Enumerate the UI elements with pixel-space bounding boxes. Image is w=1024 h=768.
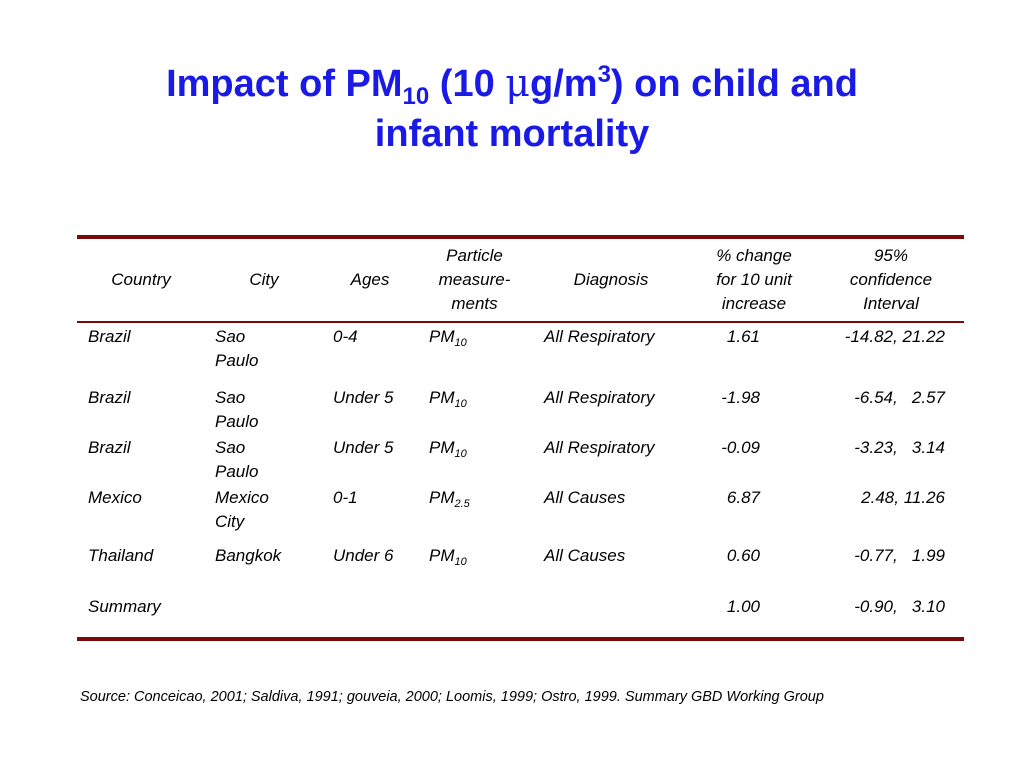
header-line: ments [451, 294, 498, 313]
cell-country: Mexico [88, 488, 142, 507]
particle-size-subscript: 10 [454, 556, 467, 568]
header-confidence-interval: 95% confidence Interval [818, 240, 964, 320]
header-diagnosis: Diagnosis [532, 240, 690, 320]
cell-particle: PM10 [429, 325, 467, 349]
title-subscript: 10 [402, 83, 430, 110]
cell-city: Sao Paulo [215, 438, 259, 481]
table-header-rule [77, 321, 964, 323]
cell-ci: -6.54, 2.57 [854, 388, 945, 407]
title-line-2: infant mortality [374, 113, 650, 155]
slide-title: Impact of PM10 (10 μg/m3) on child and i… [0, 58, 1024, 159]
table-bottom-rule [77, 637, 964, 641]
header-line: Country [111, 270, 171, 289]
header-line: measure- [438, 270, 511, 289]
cell-ages: Under 6 [333, 546, 394, 565]
cell-particle: PM10 [429, 436, 467, 460]
cell-change: -1.98 [721, 388, 760, 407]
table-top-rule [77, 235, 964, 239]
cell-city: Sao Paulo [215, 388, 259, 431]
header-city: City [205, 240, 323, 320]
header-ages: Ages [323, 240, 417, 320]
cell-country: Brazil [88, 438, 131, 457]
cell-change: 6.87 [726, 488, 760, 507]
source-note: Source: Conceicao, 2001; Saldiva, 1991; … [80, 689, 824, 705]
header-country: Country [77, 240, 205, 320]
title-text: g/m [530, 63, 598, 105]
header-line: 95% [873, 246, 908, 265]
particle-size-subscript: 10 [454, 337, 467, 349]
cell-diagnosis: All Respiratory [544, 327, 655, 346]
cell-country: Thailand [88, 546, 154, 565]
header-particle-measurements: Particle measure-ments [417, 240, 532, 320]
cell-diagnosis: All Causes [544, 546, 626, 565]
cell-change: 1.61 [726, 327, 760, 346]
particle-label: PM [429, 546, 455, 565]
cell-change: 1.00 [726, 597, 760, 616]
cell-particle: PM2.5 [429, 486, 470, 510]
cell-ages: Under 5 [333, 388, 394, 407]
header-line: Interval [863, 294, 919, 313]
header-line: Diagnosis [573, 270, 649, 289]
particle-label: PM [429, 488, 455, 507]
cell-particle: PM10 [429, 386, 467, 410]
header-line: Particle [446, 246, 503, 265]
cell-city: Mexico City [215, 488, 269, 531]
particle-label: PM [429, 327, 455, 346]
header-line: % change [716, 246, 792, 265]
mu-symbol: μ [505, 61, 530, 105]
cell-city: Bangkok [215, 546, 282, 565]
cell-ci: -3.23, 3.14 [854, 438, 945, 457]
header-line: confidence [849, 270, 933, 289]
header-line: City [249, 270, 279, 289]
cell-diagnosis: All Causes [544, 488, 626, 507]
title-text: Impact of PM [166, 63, 403, 105]
particle-size-subscript: 10 [454, 448, 467, 460]
header-percent-change: % change for 10 unit increase [690, 240, 818, 320]
cell-country: Brazil [88, 388, 131, 407]
cell-country: Brazil [88, 327, 131, 346]
cell-ages: 0-4 [333, 327, 358, 346]
cell-ages: Under 5 [333, 438, 394, 457]
particle-label: PM [429, 438, 455, 457]
cell-ci: -0.90, 3.10 [854, 597, 945, 616]
particle-size-subscript: 2.5 [454, 498, 470, 510]
cell-country: Summary [88, 597, 161, 616]
header-line: for 10 unit [716, 270, 792, 289]
cell-diagnosis: All Respiratory [544, 388, 655, 407]
title-text: (10 [429, 63, 506, 105]
cell-ci: -14.82, 21.22 [844, 327, 945, 346]
title-text: ) on child and [610, 63, 858, 105]
title-line-1: Impact of PM10 (10 μg/m3) on child and [0, 58, 1024, 109]
cell-city: Sao Paulo [215, 327, 259, 370]
cell-ci: -0.77, 1.99 [854, 546, 945, 565]
title-superscript: 3 [597, 61, 611, 88]
header-line: increase [721, 294, 787, 313]
particle-label: PM [429, 388, 455, 407]
particle-size-subscript: 10 [454, 398, 467, 410]
header-line: Ages [350, 270, 390, 289]
cell-change: -0.09 [721, 438, 760, 457]
cell-ages: 0-1 [333, 488, 358, 507]
cell-particle: PM10 [429, 544, 467, 568]
cell-ci: 2.48, 11.26 [861, 488, 945, 507]
cell-change: 0.60 [726, 546, 760, 565]
cell-diagnosis: All Respiratory [544, 438, 655, 457]
